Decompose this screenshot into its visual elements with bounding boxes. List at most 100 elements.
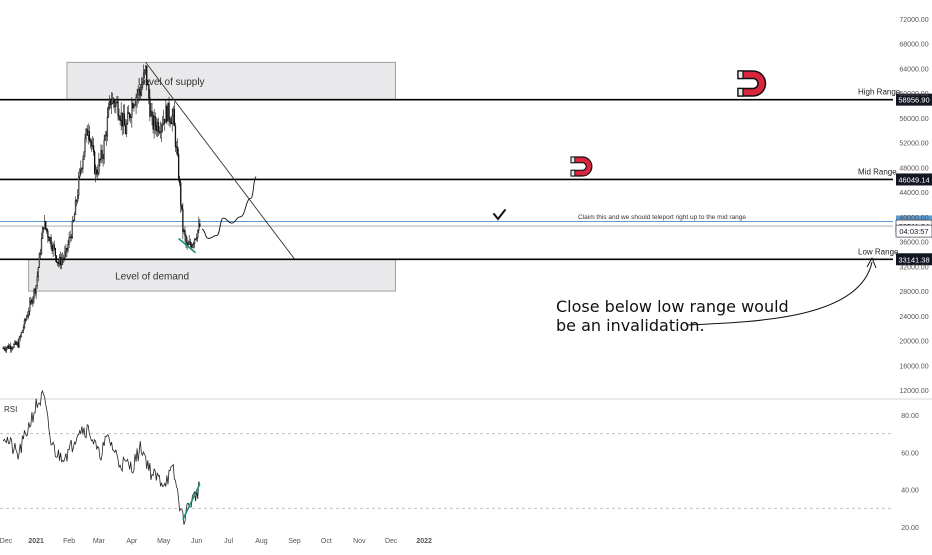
candle xyxy=(91,136,94,150)
candle xyxy=(82,155,84,174)
candle xyxy=(94,149,96,175)
candle xyxy=(166,104,168,125)
candle xyxy=(160,122,163,143)
rsi-y-tick-label: 60.00 xyxy=(901,450,919,457)
zone-label-supply: Level of supply xyxy=(138,77,205,88)
y-tick-label: 52000.00 xyxy=(899,141,928,148)
range-price-1: 46049.14 xyxy=(898,175,929,184)
candle xyxy=(126,106,129,125)
candle xyxy=(113,97,115,109)
x-tick-label: Dec xyxy=(385,538,398,545)
candle xyxy=(179,175,181,187)
x-tick-label: Jul xyxy=(224,538,233,545)
candle xyxy=(99,158,101,167)
candle xyxy=(118,108,120,121)
candle xyxy=(71,216,73,239)
candle xyxy=(81,166,83,174)
candle xyxy=(132,99,134,109)
range-label-1: Mid Range xyxy=(858,167,897,176)
candle xyxy=(39,248,42,259)
candle xyxy=(25,314,28,322)
candle xyxy=(122,104,125,135)
candle xyxy=(54,247,56,262)
candle xyxy=(70,234,72,242)
candle xyxy=(32,295,34,307)
x-tick-label: May xyxy=(157,538,171,545)
candle xyxy=(90,138,93,152)
candle xyxy=(183,228,185,235)
candle xyxy=(34,287,36,297)
candle xyxy=(111,92,113,114)
x-tick-label: 2022 xyxy=(416,538,432,545)
candle xyxy=(107,102,110,118)
candle xyxy=(133,103,135,112)
candle xyxy=(2,345,4,350)
candle xyxy=(163,109,165,125)
candle xyxy=(31,298,33,306)
candle xyxy=(58,253,61,267)
zone-label-demand: Level of demand xyxy=(115,271,189,282)
candle xyxy=(22,324,25,334)
candle xyxy=(146,65,148,91)
candle xyxy=(125,119,128,138)
candle xyxy=(57,260,60,268)
invalidation-arrow xyxy=(685,261,873,326)
candle xyxy=(17,339,19,348)
candle xyxy=(182,202,184,239)
candle xyxy=(45,220,47,231)
range-price-2: 33141.38 xyxy=(898,255,929,264)
candle xyxy=(121,112,123,136)
candle xyxy=(139,84,142,101)
y-tick-label: 48000.00 xyxy=(899,165,928,172)
candle xyxy=(189,238,191,248)
teleport-note: Claim this and we should teleport right … xyxy=(578,214,746,221)
candle xyxy=(44,214,46,230)
candle xyxy=(140,76,143,97)
candle xyxy=(143,69,146,79)
candle xyxy=(168,96,170,126)
price-tag-label-2: 04:03:57 xyxy=(899,227,928,236)
candle xyxy=(72,219,75,223)
candle xyxy=(165,99,167,123)
x-tick-label: Feb xyxy=(63,538,75,545)
candle xyxy=(177,148,180,182)
y-tick-label: 32000.00 xyxy=(899,264,928,271)
y-tick-label: 12000.00 xyxy=(899,388,928,395)
candle xyxy=(181,204,183,212)
candle xyxy=(134,100,136,107)
candle xyxy=(157,117,160,136)
candle xyxy=(108,95,111,111)
candle xyxy=(128,105,130,114)
candle xyxy=(136,88,138,108)
candle xyxy=(55,255,58,264)
candle xyxy=(186,236,188,250)
candle xyxy=(7,343,10,349)
rsi-line xyxy=(2,389,201,525)
trendline[interactable] xyxy=(145,62,295,260)
candle xyxy=(14,340,16,346)
candle xyxy=(105,130,107,146)
check-icon xyxy=(493,209,506,221)
candle xyxy=(78,171,80,199)
candle xyxy=(106,107,109,141)
magnet-icon-high xyxy=(737,70,767,97)
candle xyxy=(64,245,66,262)
x-tick-label: Mar xyxy=(93,538,106,545)
candle xyxy=(124,118,127,135)
candle xyxy=(61,253,63,270)
candle xyxy=(46,227,48,234)
candle xyxy=(164,118,166,131)
candle xyxy=(88,125,90,143)
candle xyxy=(85,128,87,143)
candle xyxy=(23,318,26,330)
candle xyxy=(33,288,35,304)
x-tick-label: Sep xyxy=(288,538,301,545)
candle xyxy=(156,118,159,138)
candle xyxy=(131,97,133,128)
candle xyxy=(89,137,92,149)
candle xyxy=(83,151,85,160)
candle xyxy=(172,105,174,126)
candle xyxy=(62,252,64,266)
